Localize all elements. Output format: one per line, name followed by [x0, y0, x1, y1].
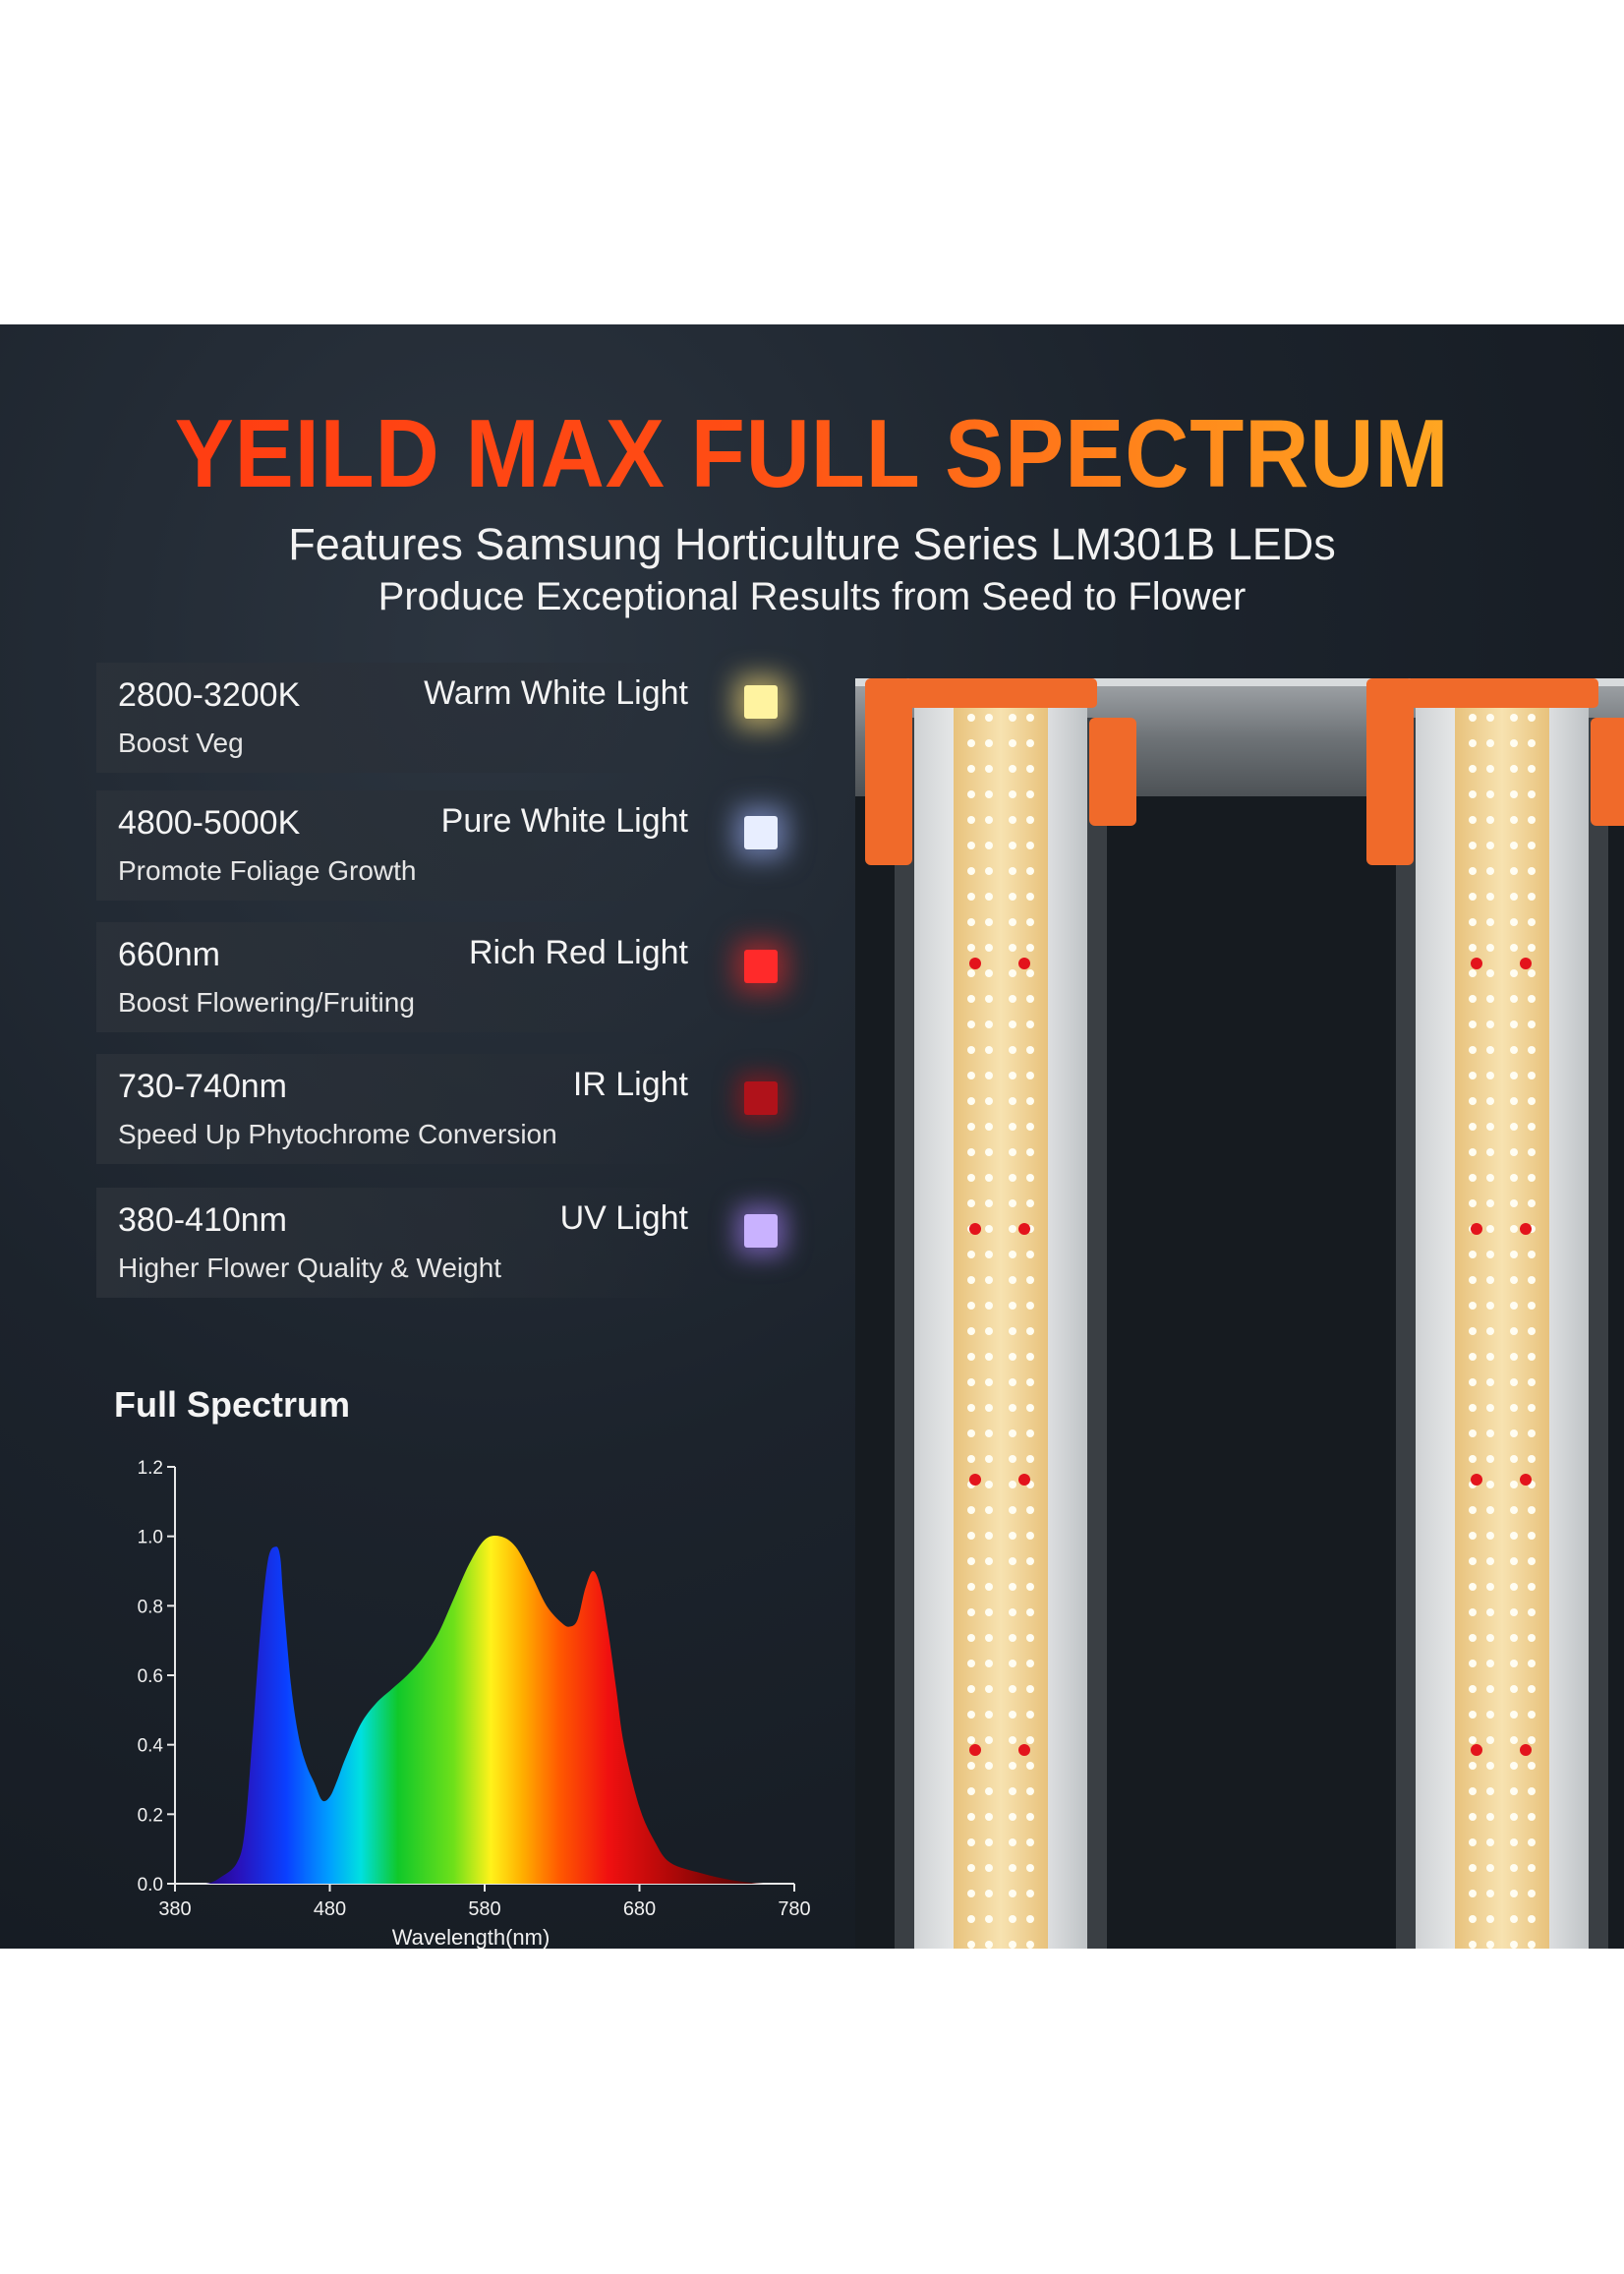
subtitle-samsung: Features Samsung Horticulture Series LM3… — [288, 519, 1336, 569]
x-axis-label: Wavelength(nm) — [392, 1925, 551, 1949]
led-bar — [1366, 678, 1624, 1949]
red-diode — [1520, 958, 1532, 969]
red-diode — [1471, 1744, 1482, 1756]
feature-desc: Boost Flowering/Fruiting — [118, 987, 415, 1018]
y-tick-label: 0.2 — [138, 1805, 163, 1826]
chart-title: Full Spectrum — [114, 1384, 351, 1425]
red-diode — [969, 1474, 981, 1486]
subtitle-results: Produce Exceptional Results from Seed to… — [377, 575, 1247, 618]
red-diode — [1018, 1744, 1030, 1756]
product-banner: YEILD MAX FULL SPECTRUM Features Samsung… — [0, 324, 1624, 1949]
y-tick-label: 1.0 — [138, 1528, 163, 1548]
feature-name: Rich Red Light — [468, 934, 688, 971]
spectrum-chart: 0.0 0.2 0.4 0.6 0.8 1.0 1.2 380 480 580 680 780 Wav… — [138, 1458, 811, 1949]
feature-desc: Boost Veg — [118, 728, 244, 758]
y-tick-label: 0.4 — [138, 1736, 164, 1757]
y-tick-label: 0.8 — [138, 1597, 163, 1617]
feature-name: Pure White Light — [440, 802, 688, 840]
feature-range: 730-740nm — [118, 1068, 288, 1105]
feature-ir: 730-740nm IR Light Speed Up Phytochrome … — [96, 1054, 696, 1164]
led-strip — [954, 698, 1048, 1949]
red-diode — [1520, 1223, 1532, 1235]
feature-name: IR Light — [572, 1066, 688, 1103]
feature-desc: Speed Up Phytochrome Conversion — [118, 1119, 557, 1149]
feature-range: 4800-5000K — [118, 804, 301, 842]
red-diode — [1520, 1474, 1532, 1486]
end-cap — [1406, 678, 1598, 708]
feature-desc: Higher Flower Quality & Weight — [118, 1253, 502, 1283]
led-strip — [1455, 698, 1549, 1949]
feature-desc: Promote Foliage Growth — [118, 855, 417, 886]
led-grow-light-fixture — [855, 678, 1624, 1949]
bracket — [1591, 718, 1624, 826]
feature-warm-white: 2800-3200K Warm White Light Boost Veg — [96, 663, 696, 773]
feature-pure-white: 4800-5000K Pure White Light Promote Foli… — [96, 790, 696, 901]
y-tick-label: 1.2 — [138, 1458, 163, 1479]
red-diode — [1471, 1474, 1482, 1486]
x-tick-label: 580 — [468, 1898, 500, 1920]
red-diode — [969, 958, 981, 969]
x-tick-label: 780 — [778, 1898, 810, 1920]
red-diode — [1471, 958, 1482, 969]
red-diode — [1018, 1474, 1030, 1486]
feature-uv: 380-410nm UV Light Higher Flower Quality… — [96, 1188, 696, 1298]
y-tick-label: 0.6 — [138, 1666, 163, 1687]
feature-range: 660nm — [118, 936, 220, 973]
spectrum-area — [175, 1536, 794, 1884]
red-diode — [1520, 1744, 1532, 1756]
ir-led-icon — [744, 1081, 778, 1115]
x-tick-label: 380 — [158, 1898, 191, 1920]
y-tick-label: 0.0 — [138, 1875, 163, 1895]
pure-white-led-icon — [744, 816, 778, 849]
red-led-icon — [744, 950, 778, 983]
bracket — [1089, 718, 1136, 826]
bracket — [865, 678, 912, 865]
x-tick-label: 680 — [623, 1898, 656, 1920]
feature-range: 380-410nm — [118, 1201, 288, 1239]
feature-rich-red: 660nm Rich Red Light Boost Flowering/Fru… — [96, 922, 696, 1032]
bracket — [1366, 678, 1414, 865]
feature-name: UV Light — [559, 1199, 688, 1237]
end-cap — [904, 678, 1097, 708]
red-diode — [1018, 958, 1030, 969]
red-diode — [1471, 1223, 1482, 1235]
feature-range: 2800-3200K — [118, 676, 301, 714]
uv-led-icon — [744, 1214, 778, 1248]
red-diode — [969, 1223, 981, 1235]
headline: YEILD MAX FULL SPECTRUM — [65, 398, 1559, 509]
feature-name: Warm White Light — [424, 674, 688, 712]
warm-white-led-icon — [744, 685, 778, 719]
red-diode — [1018, 1223, 1030, 1235]
red-diode — [969, 1744, 981, 1756]
x-tick-label: 480 — [314, 1898, 346, 1920]
led-bar — [865, 678, 1136, 1949]
